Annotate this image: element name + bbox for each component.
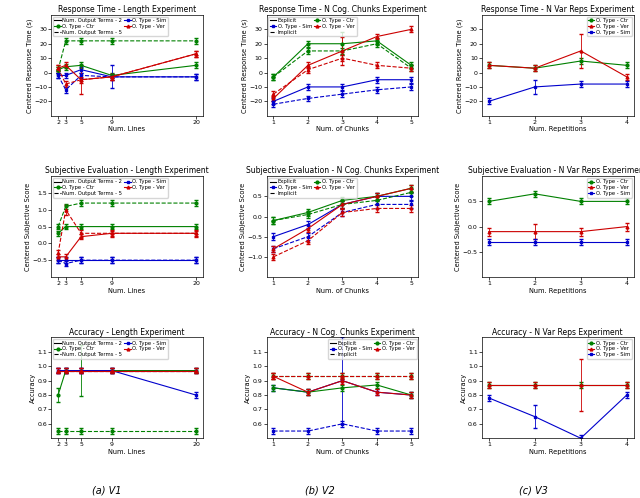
- Title: Subjective Evaluation - N Cog. Chunks Experiment: Subjective Evaluation - N Cog. Chunks Ex…: [246, 166, 439, 175]
- X-axis label: Num. of Chunks: Num. of Chunks: [316, 449, 369, 455]
- X-axis label: Num. Repetitions: Num. Repetitions: [529, 449, 586, 455]
- Y-axis label: Centered Subjective Score: Centered Subjective Score: [456, 182, 461, 271]
- X-axis label: Num. Lines: Num. Lines: [108, 126, 145, 132]
- Title: Subjective Evaluation - Length Experiment: Subjective Evaluation - Length Experimen…: [45, 166, 209, 175]
- Legend: Num. Output Terms - 2, O. Type - Ctr, Num. Output Terms - 5, O. Type - Sim, O. T: Num. Output Terms - 2, O. Type - Ctr, Nu…: [52, 178, 168, 198]
- Title: Response Time - N Cog. Chunks Experiment: Response Time - N Cog. Chunks Experiment: [259, 5, 426, 14]
- Title: Response Time - N Var Reps Experiment: Response Time - N Var Reps Experiment: [481, 5, 634, 14]
- Legend: O. Type - Ctr, O. Type - Ver, O. Type - Sim: O. Type - Ctr, O. Type - Ver, O. Type - …: [586, 339, 632, 359]
- Legend: O. Type - Ctr, O. Type - Ver, O. Type - Sim: O. Type - Ctr, O. Type - Ver, O. Type - …: [586, 178, 632, 198]
- Y-axis label: Centered Subjective Score: Centered Subjective Score: [25, 182, 31, 271]
- Title: Response Time - Length Experiment: Response Time - Length Experiment: [58, 5, 196, 14]
- Y-axis label: Centered Response Time (s): Centered Response Time (s): [26, 18, 33, 113]
- Title: Accuracy - N Cog. Chunks Experiment: Accuracy - N Cog. Chunks Experiment: [270, 328, 415, 337]
- X-axis label: Num. Lines: Num. Lines: [108, 287, 145, 293]
- Legend: Explicit, O. Type - Sim, Implicit, O. Type - Ctr, O. Type - Ver: Explicit, O. Type - Sim, Implicit, O. Ty…: [268, 16, 356, 36]
- Y-axis label: Accuracy: Accuracy: [461, 373, 467, 403]
- Legend: Num. Output Terms - 2, O. Type - Ctr, Num. Output Terms - 5, O. Type - Sim, O. T: Num. Output Terms - 2, O. Type - Ctr, Nu…: [52, 16, 168, 36]
- Text: (a) V1: (a) V1: [92, 486, 122, 496]
- X-axis label: Num. Repetitions: Num. Repetitions: [529, 287, 586, 293]
- Y-axis label: Accuracy: Accuracy: [245, 373, 251, 403]
- X-axis label: Num. Repetitions: Num. Repetitions: [529, 126, 586, 132]
- X-axis label: Num. of Chunks: Num. of Chunks: [316, 287, 369, 293]
- Legend: O. Type - Ctr, O. Type - Ver, O. Type - Sim: O. Type - Ctr, O. Type - Ver, O. Type - …: [586, 16, 632, 36]
- Title: Accuracy - N Var Reps Experiment: Accuracy - N Var Reps Experiment: [492, 328, 623, 337]
- Y-axis label: Accuracy: Accuracy: [30, 373, 36, 403]
- Legend: Num. Output Terms - 2, O. Type - Ctr, Num. Output Terms - 5, O. Type - Sim, O. T: Num. Output Terms - 2, O. Type - Ctr, Nu…: [52, 339, 168, 359]
- Text: (c) V3: (c) V3: [519, 486, 548, 496]
- Legend: Explicit, O. Type - Sim, Implicit, O. Type - Ctr, O. Type - Ver: Explicit, O. Type - Sim, Implicit, O. Ty…: [268, 178, 356, 198]
- Y-axis label: Centered Response Time (s): Centered Response Time (s): [241, 18, 248, 113]
- Title: Accuracy - Length Experiment: Accuracy - Length Experiment: [69, 328, 185, 337]
- X-axis label: Num. Lines: Num. Lines: [108, 449, 145, 455]
- Y-axis label: Centered Response Time (s): Centered Response Time (s): [457, 18, 463, 113]
- Y-axis label: Centered Subjective Score: Centered Subjective Score: [240, 182, 246, 271]
- Legend: Explicit, O. Type - Sim, Implicit, O. Type - Ctr, O. Type - Ver: Explicit, O. Type - Sim, Implicit, O. Ty…: [328, 339, 417, 359]
- Text: (b) V2: (b) V2: [305, 486, 335, 496]
- X-axis label: Num. of Chunks: Num. of Chunks: [316, 126, 369, 132]
- Title: Subjective Evaluation - N Var Reps Experiment: Subjective Evaluation - N Var Reps Exper…: [468, 166, 640, 175]
